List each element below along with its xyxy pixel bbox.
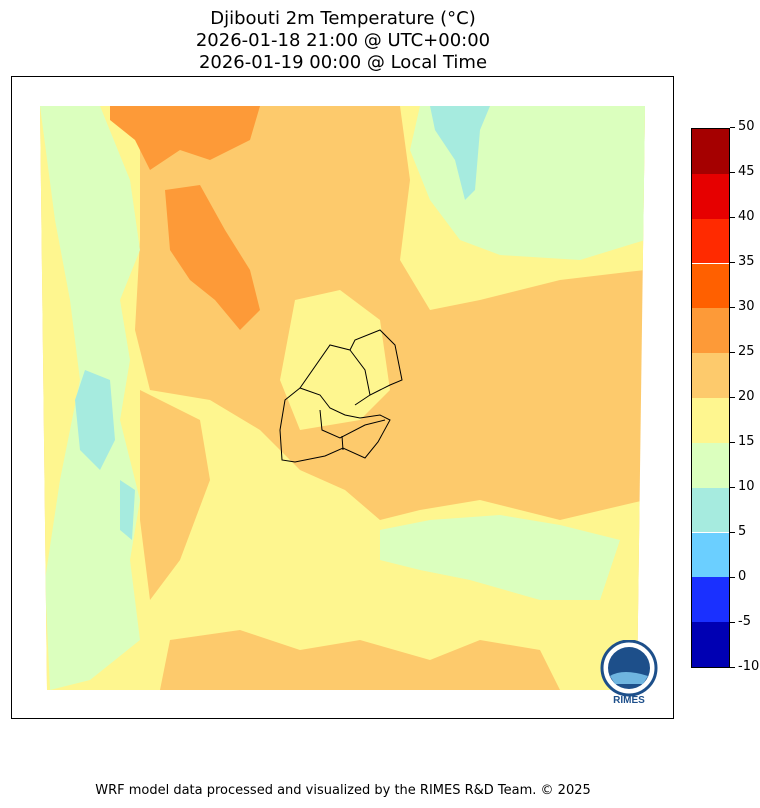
colorbar-tick-label: 0 xyxy=(738,569,747,584)
colorbar-tick-label: 40 xyxy=(738,209,755,224)
utc-time: 2026-01-18 21:00 @ UTC+00:00 xyxy=(195,30,491,51)
field-20-25-south xyxy=(160,630,560,690)
border-north xyxy=(299,329,403,406)
colorbar-tick-label: 15 xyxy=(738,434,755,449)
colorbar-bin xyxy=(692,218,729,264)
field-20-25-sw xyxy=(140,390,210,600)
border-west xyxy=(279,387,391,463)
colorbar-tick xyxy=(730,532,735,533)
colorbar-tick-label: 30 xyxy=(738,299,755,314)
colorbar-bin xyxy=(692,487,729,533)
colorbar-bin xyxy=(692,353,729,398)
border-inner-n xyxy=(349,349,371,396)
temperature-map xyxy=(40,106,645,690)
colorbar-tick-label: 20 xyxy=(738,389,755,404)
colorbar-tick xyxy=(730,172,735,173)
local-time: 2026-01-19 00:00 @ Local Time xyxy=(198,52,488,73)
field-15-20-center xyxy=(280,290,390,430)
colorbar-tick xyxy=(730,667,735,668)
field-5-10-west2 xyxy=(120,480,135,540)
colorbar xyxy=(691,128,730,668)
colorbar-tick xyxy=(730,442,735,443)
colorbar-tick-label: -5 xyxy=(738,614,751,629)
colorbar-bin xyxy=(692,532,729,578)
colorbar-tick-label: 5 xyxy=(738,524,747,539)
field-10-15-se xyxy=(380,515,620,600)
djibouti-borders xyxy=(279,329,403,463)
colorbar-tick-label: 35 xyxy=(738,254,755,269)
colorbar-bin xyxy=(692,129,729,174)
border-inner-c xyxy=(319,409,386,439)
colorbar-tick-label: 50 xyxy=(738,119,755,134)
colorbar-bin xyxy=(692,622,729,667)
colorbar-tick xyxy=(730,622,735,623)
field-25-30-center xyxy=(165,185,260,330)
colorbar-tick xyxy=(730,352,735,353)
colorbar-tick-label: 10 xyxy=(738,479,755,494)
colorbar-tick-label: -10 xyxy=(738,659,760,674)
colorbar-bin xyxy=(692,442,729,488)
colorbar-tick xyxy=(730,397,735,398)
field-25-30-north xyxy=(110,106,260,170)
rimes-logo: RIMES xyxy=(598,639,660,706)
colorbar-tick xyxy=(730,127,735,128)
footer-credit: WRF model data processed and visualized … xyxy=(95,783,591,798)
colorbar-bin xyxy=(692,398,729,443)
colorbar-bin xyxy=(692,308,729,354)
field-5-10-west xyxy=(75,370,115,470)
map-title: Djibouti 2m Temperature (°C) xyxy=(210,8,476,29)
colorbar-tick xyxy=(730,487,735,488)
colorbar-tick xyxy=(730,262,735,263)
colorbar-tick xyxy=(730,307,735,308)
colorbar-tick xyxy=(730,217,735,218)
colorbar-tick xyxy=(730,577,735,578)
colorbar-bin xyxy=(692,173,729,219)
border-inner-s xyxy=(341,435,344,451)
colorbar-tick-label: 25 xyxy=(738,344,755,359)
colorbar-tick-label: 45 xyxy=(738,164,755,179)
field-5-10-ne xyxy=(430,106,490,200)
svg-text:RIMES: RIMES xyxy=(613,695,645,706)
colorbar-bin xyxy=(692,263,729,309)
colorbar-bin xyxy=(692,577,729,623)
